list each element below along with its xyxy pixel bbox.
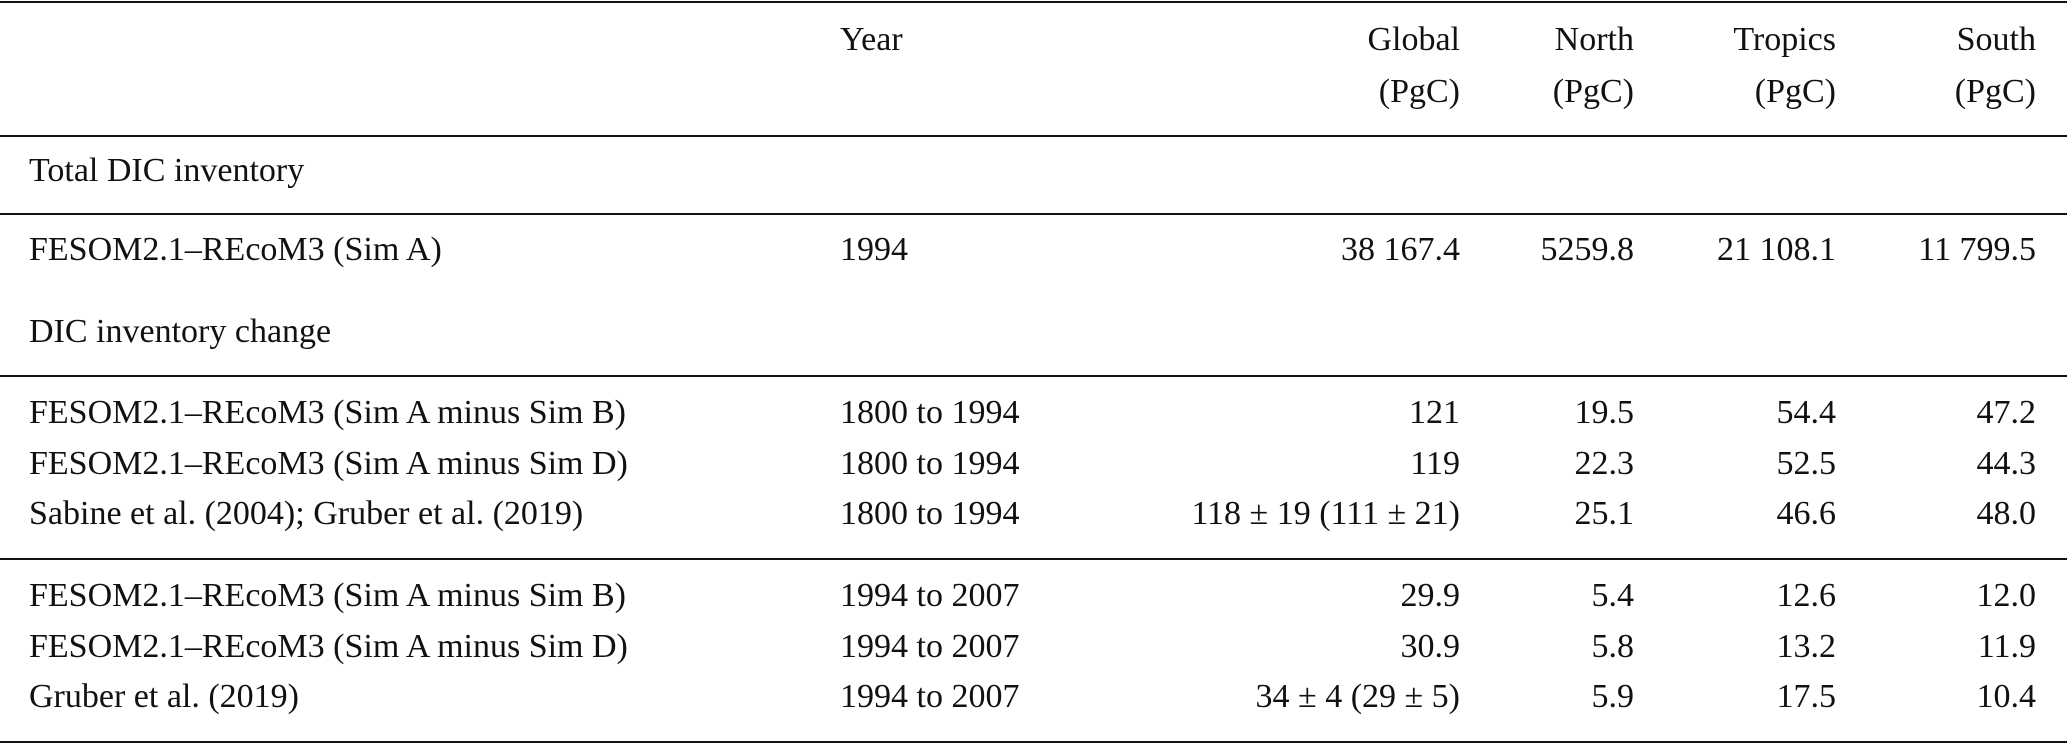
row-tropics: 12.6: [1776, 577, 1837, 614]
row-label: Sabine et al. (2004); Gruber et al. (201…: [29, 495, 584, 532]
header-south-unit: (PgC): [1954, 73, 2036, 110]
row-south: 12.0: [1976, 577, 2037, 614]
row-year: 1994 to 2007: [840, 628, 1020, 665]
header-south: South: [1956, 21, 2036, 58]
row-north: 25.1: [1574, 495, 1635, 532]
table-row: FESOM2.1–REcoM3 (Sim A) 1994 38 167.4 52…: [0, 225, 2067, 275]
header-row-1: Year Global North Tropics South: [0, 15, 2067, 65]
group-rule: [0, 558, 2067, 560]
table-row: FESOM2.1–REcoM3 (Sim A minus Sim B) 1800…: [0, 388, 2067, 438]
row-tropics: 21 108.1: [1717, 231, 1836, 268]
row-north: 5.9: [1591, 678, 1635, 715]
header-tropics-unit: (PgC): [1754, 73, 1836, 110]
header-rule: [0, 135, 2067, 137]
table-row: FESOM2.1–REcoM3 (Sim A minus Sim D) 1994…: [0, 622, 2067, 672]
table-row: Sabine et al. (2004); Gruber et al. (201…: [0, 489, 2067, 539]
row-global: 34 ± 4 (29 ± 5): [1255, 678, 1460, 715]
row-south: 10.4: [1976, 678, 2037, 715]
row-south: 44.3: [1976, 445, 2037, 482]
section-title-row: DIC inventory change: [0, 307, 2067, 357]
table-row: FESOM2.1–REcoM3 (Sim A minus Sim D) 1800…: [0, 439, 2067, 489]
row-year: 1800 to 1994: [840, 394, 1020, 431]
row-global: 30.9: [1400, 628, 1461, 665]
section-rule: [0, 213, 2067, 215]
row-north: 5.8: [1591, 628, 1635, 665]
header-row-2: (PgC) (PgC) (PgC) (PgC): [0, 67, 2067, 117]
row-tropics: 13.2: [1776, 628, 1837, 665]
header-global: Global: [1367, 21, 1460, 58]
row-tropics: 54.4: [1776, 394, 1837, 431]
section-title: Total DIC inventory: [29, 152, 305, 189]
row-north: 22.3: [1574, 445, 1635, 482]
section-title-row: Total DIC inventory: [0, 146, 2067, 196]
row-global: 38 167.4: [1341, 231, 1460, 268]
top-rule: [0, 1, 2067, 3]
table-row: Gruber et al. (2019) 1994 to 2007 34 ± 4…: [0, 672, 2067, 722]
row-global: 119: [1410, 445, 1460, 482]
row-north: 5.4: [1591, 577, 1635, 614]
row-year: 1994 to 2007: [840, 678, 1020, 715]
row-global: 29.9: [1400, 577, 1461, 614]
row-label: FESOM2.1–REcoM3 (Sim A): [29, 231, 442, 268]
section-rule: [0, 375, 2067, 377]
row-south: 48.0: [1976, 495, 2037, 532]
row-label: Gruber et al. (2019): [29, 678, 300, 715]
row-label: FESOM2.1–REcoM3 (Sim A minus Sim B): [29, 394, 626, 431]
row-south: 11 799.5: [1918, 231, 2036, 268]
row-north: 5259.8: [1540, 231, 1635, 268]
header-north-unit: (PgC): [1552, 73, 1634, 110]
bottom-rule: [0, 741, 2067, 743]
row-label: FESOM2.1–REcoM3 (Sim A minus Sim B): [29, 577, 626, 614]
row-south: 11.9: [1977, 628, 2036, 665]
header-tropics: Tropics: [1733, 21, 1836, 58]
row-tropics: 46.6: [1776, 495, 1837, 532]
row-year: 1994: [840, 231, 908, 268]
row-label: FESOM2.1–REcoM3 (Sim A minus Sim D): [29, 628, 628, 665]
header-global-unit: (PgC): [1378, 73, 1460, 110]
row-label: FESOM2.1–REcoM3 (Sim A minus Sim D): [29, 445, 628, 482]
row-tropics: 17.5: [1776, 678, 1837, 715]
row-tropics: 52.5: [1776, 445, 1837, 482]
row-year: 1800 to 1994: [840, 445, 1020, 482]
row-global: 118 ± 19 (111 ± 21): [1191, 495, 1460, 532]
row-south: 47.2: [1976, 394, 2037, 431]
row-global: 121: [1409, 394, 1460, 431]
section-title: DIC inventory change: [29, 313, 332, 350]
row-year: 1994 to 2007: [840, 577, 1020, 614]
table-row: FESOM2.1–REcoM3 (Sim A minus Sim B) 1994…: [0, 571, 2067, 621]
row-year: 1800 to 1994: [840, 495, 1020, 532]
header-year: Year: [840, 21, 903, 58]
header-north: North: [1554, 21, 1634, 58]
row-north: 19.5: [1574, 394, 1635, 431]
